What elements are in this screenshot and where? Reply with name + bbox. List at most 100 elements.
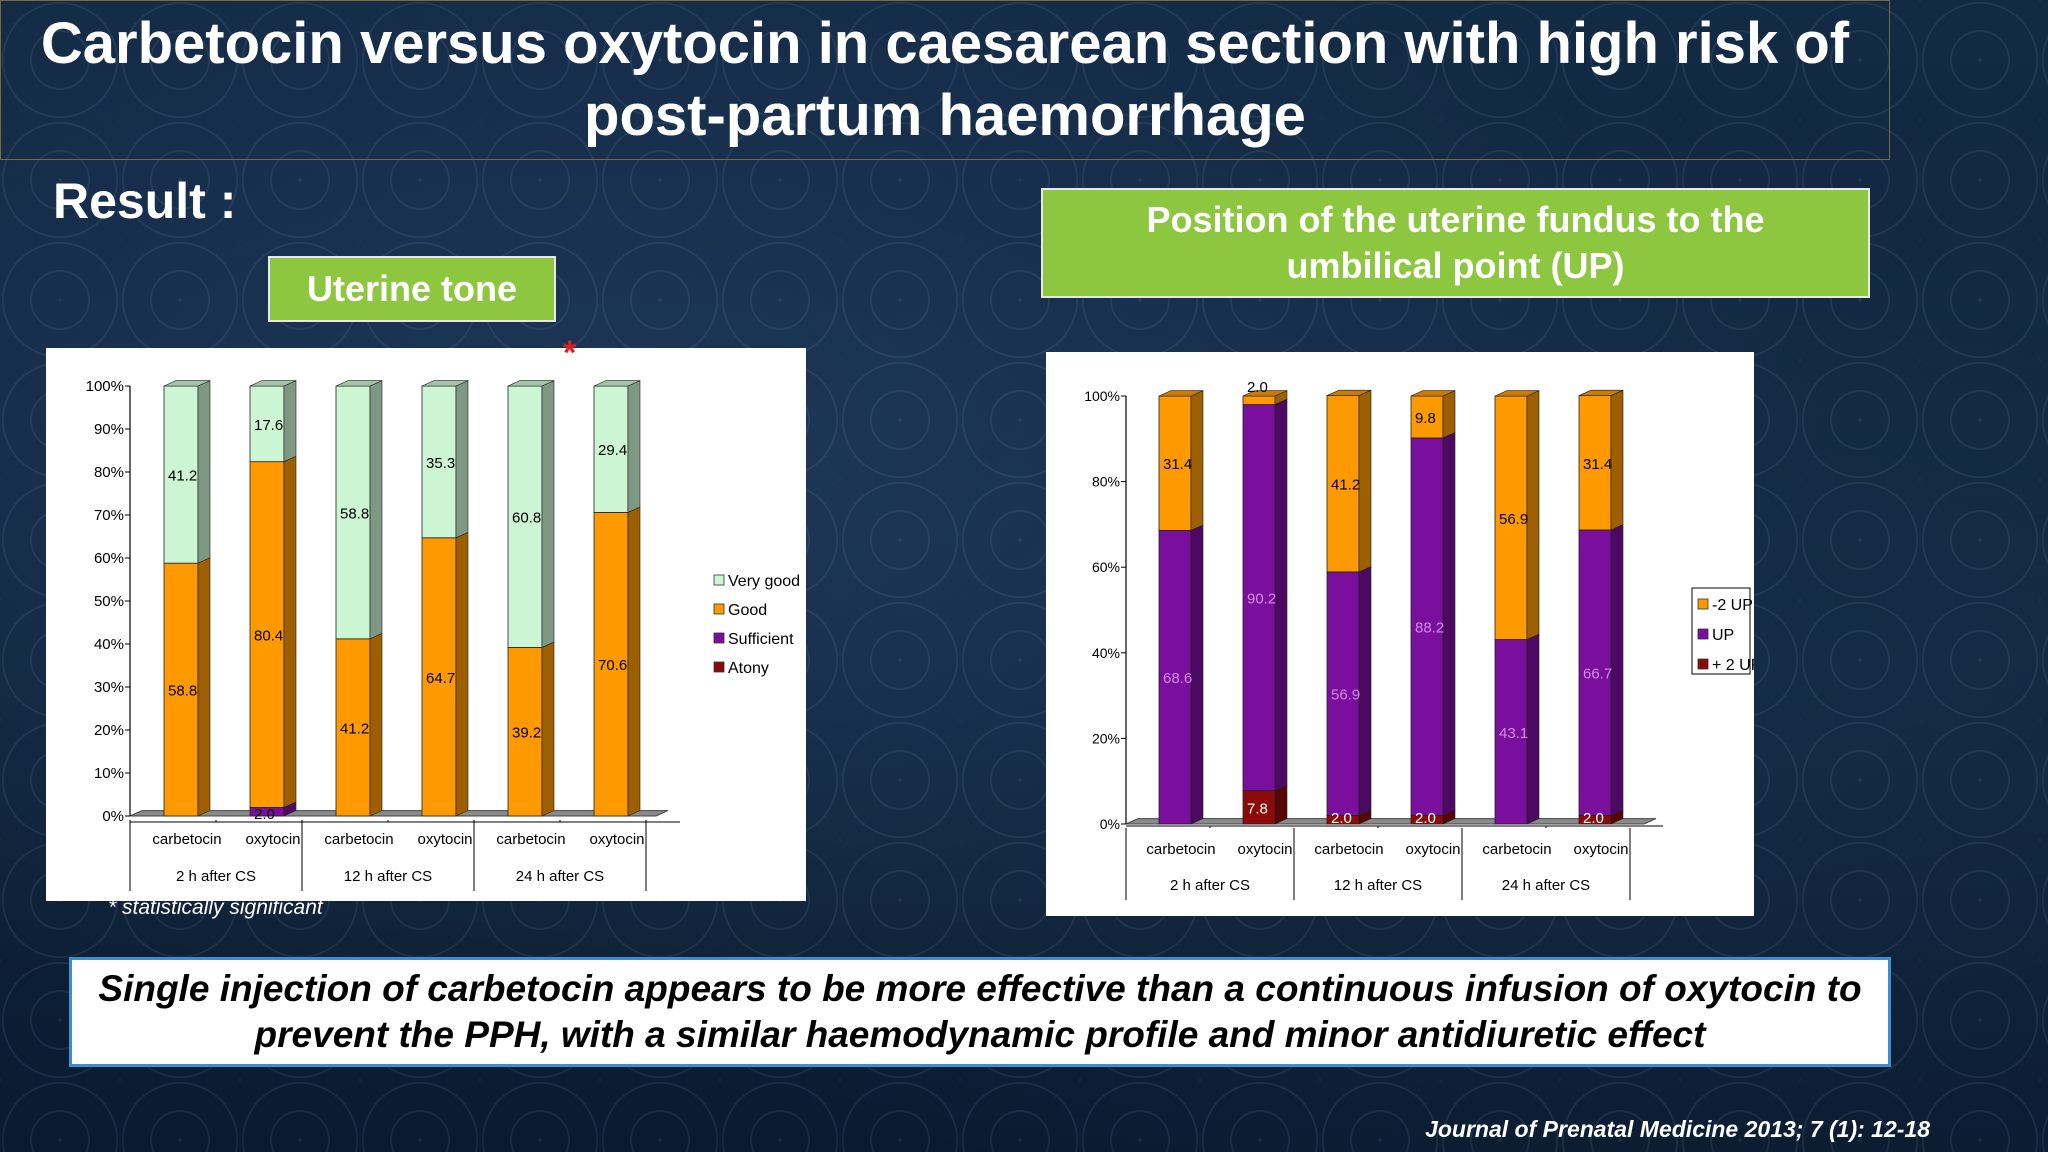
bar-data-label: 2.0	[1331, 810, 1352, 827]
bar-side	[1358, 389, 1372, 573]
legend-swatch	[713, 603, 725, 615]
uterine-tone-chart: 0% 10% 20% 30% 40% 50% 60% 70% 80% 90% 100% 58.8 41.…	[86, 378, 800, 891]
bar-data-label: 80.4	[254, 628, 283, 645]
bar-side	[1526, 633, 1540, 825]
bar-top	[421, 380, 469, 387]
y-tick-label: 80%	[94, 464, 124, 481]
bar-segment	[1158, 529, 1192, 825]
bar-side	[1442, 390, 1456, 439]
y-tick-label: 0%	[1100, 816, 1120, 832]
y-tick-label: 30%	[94, 679, 124, 696]
legend-swatch	[713, 574, 725, 586]
y-tick-label: 40%	[1092, 645, 1120, 661]
y-tick-label: 100%	[86, 378, 124, 395]
bar-side	[455, 531, 469, 817]
bar-segment	[593, 512, 629, 817]
bar-data-label: 17.6	[254, 417, 283, 434]
bar-segment	[507, 647, 543, 817]
bar-segment	[1578, 529, 1612, 816]
bar-segment	[1578, 395, 1612, 531]
y-tick-label: 50%	[94, 593, 124, 610]
bar-data-label: 68.6	[1163, 670, 1192, 687]
bar-data-label: 2.0	[1415, 810, 1436, 827]
bar-side	[197, 557, 211, 817]
fundus-position-label-text: Position of the uterine fundus to the um…	[1146, 199, 1765, 286]
category-label: oxytocin	[1573, 841, 1628, 858]
group-label: 24 h after CS	[516, 868, 604, 885]
slide-title-box: Carbetocin versus oxytocin in caesarean …	[0, 0, 1890, 160]
category-label: carbetocin	[1146, 841, 1215, 858]
bar-side	[541, 380, 555, 648]
category-label: carbetocin	[496, 831, 565, 848]
bar-data-label: 56.9	[1331, 687, 1360, 704]
legend-swatch	[713, 661, 725, 673]
bar-side	[369, 632, 383, 817]
category-label: oxytocin	[1405, 841, 1460, 858]
bar-top	[1494, 390, 1540, 397]
bar-data-label: 41.2	[340, 720, 369, 737]
fundus-position-chart: 0% 20% 40% 60% 80% 100% 68.6 31.4 carbetocin 7.8 9…	[1084, 379, 1761, 900]
legend-label: Atony	[728, 660, 769, 677]
y-tick-label: 20%	[1092, 730, 1120, 746]
bar-data-label: 66.7	[1583, 666, 1612, 683]
group-label: 2 h after CS	[176, 868, 256, 885]
bar-segment	[1242, 395, 1276, 405]
category-label: carbetocin	[1314, 841, 1383, 858]
slide-title: Carbetocin versus oxytocin in caesarean …	[40, 11, 1850, 148]
legend-label: -2 UP	[1712, 597, 1753, 614]
legend-swatch	[1697, 628, 1709, 640]
bar-side	[1274, 398, 1288, 792]
legend-swatch	[1697, 598, 1709, 610]
bar-side	[627, 380, 641, 513]
bar-top	[1158, 390, 1204, 397]
bar-side	[283, 455, 297, 808]
bar-data-label: 7.8	[1247, 800, 1268, 817]
legend-label: Sufficient	[728, 631, 794, 648]
bar-segment	[507, 385, 543, 648]
bar-top	[163, 380, 211, 387]
citation: Journal of Prenatal Medicine 2013; 7 (1)…	[1425, 1116, 1930, 1142]
uterine-tone-label: Uterine tone	[268, 256, 556, 322]
bar-side	[1610, 524, 1624, 816]
bar-data-label: 88.2	[1415, 620, 1444, 637]
bar-side	[541, 641, 555, 817]
uterine-tone-label-text: Uterine tone	[306, 268, 518, 309]
conclusion-text: Single injection of carbetocin appears t…	[98, 968, 1862, 1055]
bar-data-label: 64.7	[426, 670, 455, 687]
bar-data-label: 2.0	[1247, 379, 1268, 396]
bar-segment	[163, 562, 199, 817]
bar-top	[593, 380, 641, 387]
bar-data-label: 29.4	[598, 442, 627, 459]
bar-segment	[421, 385, 457, 539]
category-label: oxytocin	[1237, 841, 1292, 858]
y-tick-label: 80%	[1092, 474, 1120, 490]
uterine-tone-chart-panel: 0% 10% 20% 30% 40% 50% 60% 70% 80% 90% 100% 58.8 41.…	[46, 348, 806, 901]
legend-label: Good	[728, 602, 767, 619]
bar-top	[335, 380, 383, 387]
bar-data-label: 2.0	[254, 806, 275, 823]
category-label: oxytocin	[589, 831, 644, 848]
chart-floor	[1125, 818, 1657, 825]
chart-floor	[129, 810, 669, 817]
result-heading: Result :	[53, 173, 237, 229]
y-tick-label: 40%	[94, 636, 124, 653]
category-label: oxytocin	[417, 831, 472, 848]
bar-side	[1190, 390, 1204, 531]
bar-side	[1442, 432, 1456, 816]
legend-label: Very good	[728, 573, 800, 590]
bar-data-label: 35.3	[426, 455, 455, 472]
bar-data-label: 56.9	[1499, 511, 1528, 528]
bar-side	[283, 380, 297, 463]
bar-data-label: 58.8	[340, 505, 369, 522]
fundus-position-chart-panel: 0% 20% 40% 60% 80% 100% 68.6 31.4 carbetocin 7.8 9…	[1046, 352, 1761, 916]
group-label: 12 h after CS	[1334, 877, 1422, 894]
group-label: 24 h after CS	[1502, 877, 1590, 894]
y-tick-label: 60%	[94, 550, 124, 567]
bar-data-label: 58.8	[168, 683, 197, 700]
category-label: carbetocin	[1482, 841, 1551, 858]
bar-top	[1410, 390, 1456, 397]
bar-data-label: 41.2	[1331, 477, 1360, 494]
bar-segment	[335, 385, 371, 640]
bar-data-label: 60.8	[512, 510, 541, 527]
bar-side	[1358, 566, 1372, 816]
